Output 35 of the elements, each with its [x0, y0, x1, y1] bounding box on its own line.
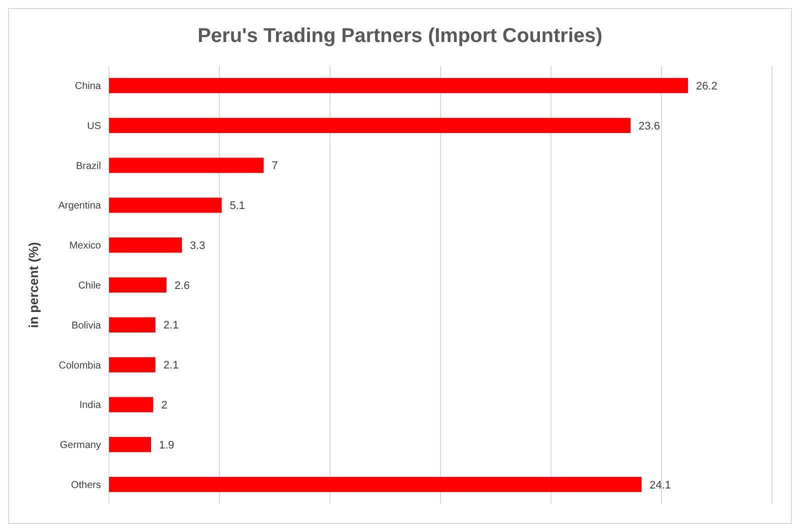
bar [109, 238, 182, 253]
bar [109, 317, 156, 332]
bar [109, 357, 156, 372]
bar [109, 476, 642, 492]
bar [109, 118, 631, 134]
data-label: 23.6 [638, 120, 660, 132]
data-label: 2 [161, 400, 168, 412]
data-label: 24.1 [650, 479, 672, 492]
bar [109, 397, 154, 412]
y-tick-label: Argentina [58, 200, 102, 212]
y-tick-label: Bolivia [72, 320, 102, 332]
y-axis-title: in percent (%) [26, 242, 41, 328]
data-label: 7 [272, 160, 278, 172]
data-label: 2.6 [174, 280, 190, 292]
chart-title: Peru's Trading Partners (Import Countries) [198, 25, 602, 47]
y-tick-label: China [74, 81, 102, 92]
y-tick-label: Colombia [58, 360, 102, 372]
y-tick-label: Mexico [69, 240, 102, 252]
data-label: 2.1 [163, 360, 179, 372]
y-tick-label: US [87, 120, 102, 132]
bar [109, 78, 688, 94]
data-label: 3.3 [190, 240, 206, 252]
bar [109, 198, 222, 213]
data-label: 5.1 [230, 200, 246, 212]
bar [109, 436, 151, 452]
y-tick-label: India [79, 400, 102, 412]
y-tick-label: Chile [78, 280, 102, 292]
data-label: 2.1 [163, 320, 179, 332]
y-tick-label: Brazil [76, 160, 101, 172]
bar [109, 277, 166, 293]
data-label: 1.9 [158, 439, 174, 452]
y-tick-label: Germany [60, 440, 101, 452]
data-label: 26.2 [696, 80, 718, 92]
bar [109, 158, 264, 173]
y-tick-label: Others [70, 480, 101, 491]
